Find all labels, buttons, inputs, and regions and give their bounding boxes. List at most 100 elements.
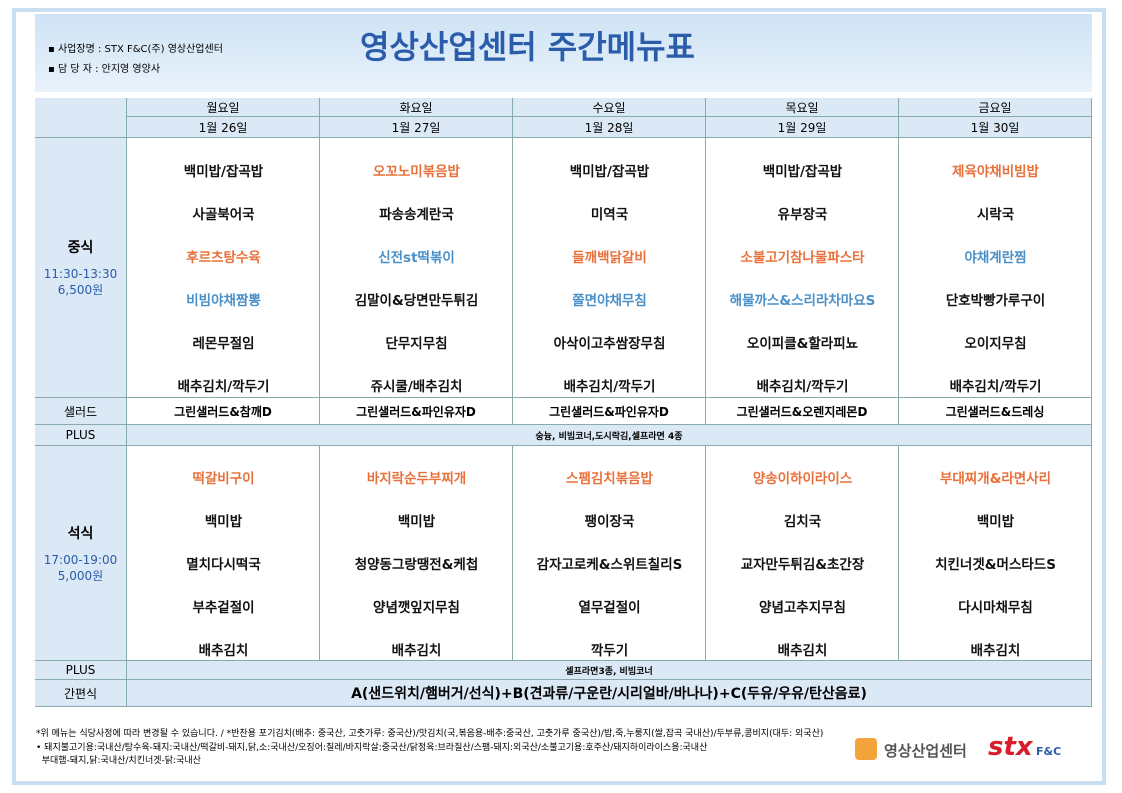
logo-text: 영상산업센터 [884,742,967,760]
menu-item: 바지락순두부찌개 [366,471,467,487]
meal-label: 석식 17:00-19:00 5,000원 [35,446,127,661]
date: 1월 28일 [513,117,706,138]
menu-item: 오꼬노미볶음밥 [373,164,460,180]
menu-item: 감자고로케&스위트칠리S [536,557,683,573]
banner [35,14,1092,92]
menu-item: 백미밥/잡곡밥 [569,164,650,180]
logo-icon [855,738,877,760]
row-label: PLUS [35,425,127,446]
menu-item: 배추김치 [777,643,828,659]
menu-item: 제육야채비빔밥 [952,164,1039,180]
day: 목요일 [706,98,899,117]
salad: 그린샐러드&드레싱 [899,398,1092,425]
row-text: 숭늉, 비빔코너,도시락김,셀프라면 4종 [127,425,1092,446]
menu-cell [513,446,706,661]
menu-item: 깍두기 [590,643,629,659]
meal-time: 11:30-13:30 [43,267,118,281]
menu-item: 배추김치 [970,643,1021,659]
menu-cell [127,446,320,661]
row-text: A(샌드위치/햄버거/선식)+B(견과류/구운란/시리얼바/바나나)+C(두유/… [127,680,1092,707]
menu-item: 비빔야채짬뽕 [186,293,261,309]
menu-item: 유부장국 [777,207,828,223]
menu-item: 후르츠탕수육 [186,250,261,266]
menu-cell [320,138,513,398]
menu-item: 스팸김치볶음밥 [566,471,653,487]
menu-item: 김말이&당면만두튀김 [354,293,479,309]
menu-item: 부대찌개&라면사리 [939,471,1052,487]
menu-item: 소불고기참나물파스타 [740,250,865,266]
date: 1월 26일 [127,117,320,138]
menu-item: 들깨백닭갈비 [572,250,647,266]
menu-item: 배추김치/깍두기 [756,379,849,395]
row-label: 간편식 [35,680,127,707]
menu-item: 오이피클&할라피뇨 [746,336,859,352]
menu-cell [706,446,899,661]
menu-item: 배추김치 [391,643,442,659]
menu-item: 백미밥 [204,514,243,530]
brand-sub: F&C [1036,745,1062,758]
menu-item: 배추김치/깍두기 [949,379,1042,395]
row-label: PLUS [35,661,127,680]
meal-price: 6,500원 [57,283,104,297]
menu-item: 미역국 [590,207,629,223]
menu-item: 아삭이고추쌈장무침 [553,336,666,352]
note: 부대햄-돼지,닭:국내산/치킨너겟-닭:국내산 [36,756,201,766]
menu-item: 시락국 [976,207,1015,223]
row-label: 샐러드 [35,398,127,425]
menu-item: 열무겉절이 [578,600,641,616]
menu-item: 다시마채무침 [958,600,1033,616]
day: 월요일 [127,98,320,117]
menu-item: 배추김치/깍두기 [177,379,270,395]
date: 1월 29일 [706,117,899,138]
day: 수요일 [513,98,706,117]
menu-item: 신전st떡볶이 [378,250,455,266]
meal-label: 중식 [67,240,94,256]
menu-item: 청양동그랑땡전&케첩 [354,557,479,573]
menu-cell [706,138,899,398]
menu-item: 배추김치/깍두기 [563,379,656,395]
menu-item: 양송이하이라이스 [752,471,853,487]
meal-label: 석식 [67,525,94,542]
row-text: 셀프라면3종, 비빔코너 [127,661,1092,680]
brand: stx [988,732,1033,762]
menu-item: 팽이장국 [584,514,635,530]
menu-cell [127,138,320,398]
note: • 돼지불고기용:국내산/탕수육-돼지:국내산/떡갈비-돼지,닭,소:국내산/오… [36,743,708,753]
menu-item: 멸치다시떡국 [186,557,261,573]
menu-item: 단호박빵가루구이 [945,293,1046,309]
info-line: 담 당 자 : 안지영 영양사 [57,64,161,75]
menu-item: 백미밥/잡곡밥 [183,164,264,180]
menu-item: 김치국 [783,514,822,530]
menu-cell [899,138,1092,398]
salad: 그린샐러드&파인유자D [513,398,706,425]
menu-item: 배추김치 [198,643,249,659]
info: ▪ 사업장명 : STX F&C(주) 영상산업센터 ▪ 담 당 자 : 안지영… [48,44,223,75]
note: *위 메뉴는 식당사정에 따라 변경될 수 있습니다. / *반찬용 포기김치(… [36,729,824,739]
menu-item: 해물까스&스리라차마요S [729,293,876,309]
menu-cell [513,138,706,398]
date: 1월 27일 [320,117,513,138]
salad: 그린샐러드&파인유자D [320,398,513,425]
menu-item: 부추겉절이 [192,600,255,616]
menu-item: 떡갈비구이 [192,471,255,487]
day: 금요일 [899,98,1092,117]
meal-price: 5,000원 [57,568,104,583]
day: 화요일 [320,98,513,117]
menu-item: 사골북어국 [192,207,255,223]
menu-item: 오이지무침 [964,336,1027,352]
menu-item: 백미밥 [397,514,436,530]
menu-item: 치킨너겟&머스타드S [935,557,1056,573]
menu-item: 양념깻잎지무침 [373,600,460,616]
menu-item: 백미밥 [976,514,1015,530]
menu-item: 쥬시쿨/배추김치 [370,379,463,395]
menu-item: 레몬무절임 [192,336,255,352]
menu-item: 야채계란찜 [964,250,1027,266]
frame [12,8,1106,785]
menu-item: 백미밥/잡곡밥 [762,164,843,180]
menu-item: 쫄면야채무침 [572,293,647,309]
title: 영상산업센터 주간메뉴표 [360,28,695,66]
menu-item: 교자만두튀김&초간장 [740,557,865,573]
menu-item: 양념고추지무침 [759,600,846,616]
info-line: 사업장명 : STX F&C(주) 영상산업센터 [57,44,223,55]
